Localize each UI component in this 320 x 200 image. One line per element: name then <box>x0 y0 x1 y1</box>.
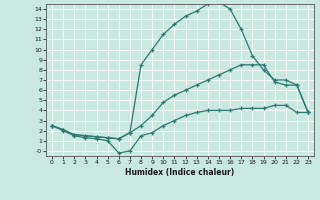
X-axis label: Humidex (Indice chaleur): Humidex (Indice chaleur) <box>125 168 235 177</box>
